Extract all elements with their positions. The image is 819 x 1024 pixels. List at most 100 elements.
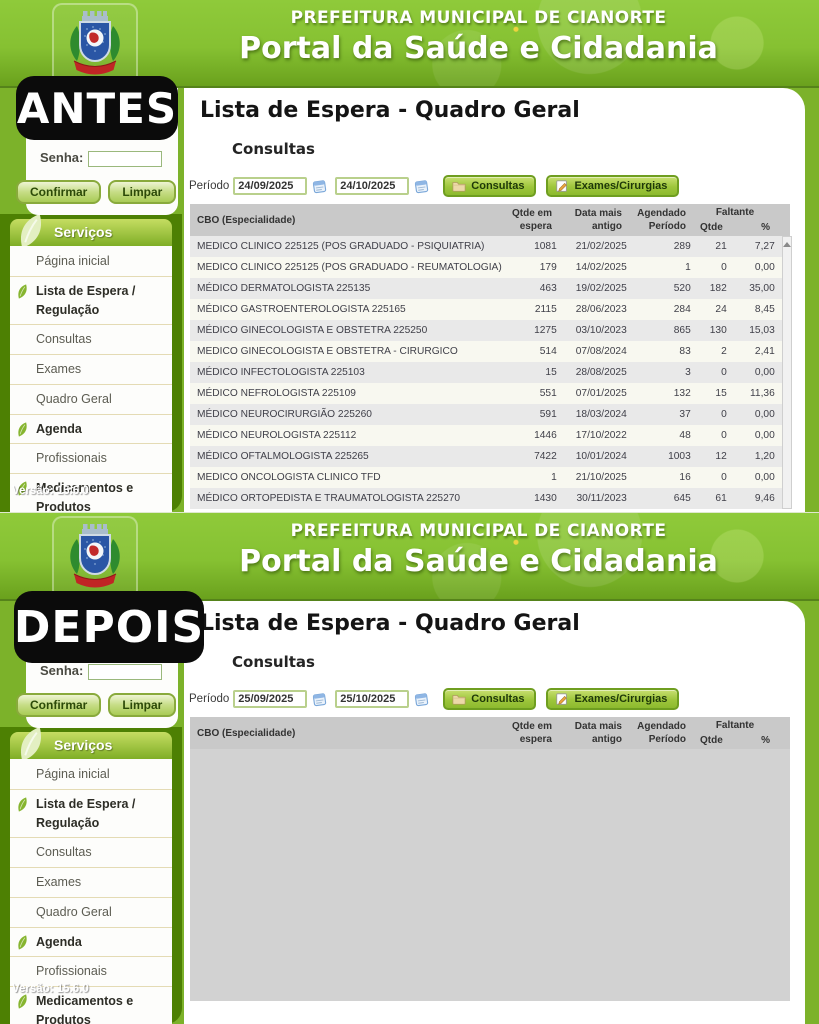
- sidebar-menu: Página inicial Lista de Espera / Regulaç…: [10, 246, 172, 512]
- sidebar-item-label: Medicamentos e Produtos: [36, 481, 134, 512]
- cell-agendado: 645: [673, 493, 691, 504]
- table-row[interactable]: MÉDICO NEUROLOGISTA 225112 1446 17/10/20…: [190, 425, 782, 446]
- limpar-button[interactable]: Limpar: [108, 693, 177, 717]
- edit-document-icon: [555, 179, 569, 193]
- sidebar-item[interactable]: Consultas: [10, 325, 172, 355]
- portal-title: Portal da Saúde e Cidadania: [239, 544, 718, 579]
- period-end-input[interactable]: [335, 177, 410, 195]
- leaf-icon: [13, 933, 32, 952]
- sidebar-item[interactable]: Profissionais: [10, 444, 172, 474]
- sidebar-item[interactable]: Quadro Geral: [10, 898, 172, 928]
- table-row[interactable]: MÉDICO OFTALMOLOGISTA 225265 7422 10/01/…: [190, 446, 782, 467]
- sidebar-item-label: Página inicial: [36, 254, 110, 268]
- table-row[interactable]: MÉDICO DERMATOLOGISTA 225135 463 19/02/2…: [190, 278, 782, 299]
- cell-faltante-qtde: 182: [709, 283, 727, 294]
- cell-faltante-pct: 11,36: [750, 388, 775, 399]
- city-coat-of-arms: [52, 3, 138, 87]
- sidebar-item-label: Consultas: [36, 332, 92, 347]
- sidebar-item[interactable]: Agenda: [10, 928, 172, 958]
- sidebar-item[interactable]: Consultas: [10, 838, 172, 868]
- table-row[interactable]: MÉDICO GASTROENTEROLOGISTA 225165 2115 2…: [190, 299, 782, 320]
- waiting-list-table: CBO (Especialidade) Qtde em espera Data …: [190, 717, 790, 1001]
- exames-cirurgias-button[interactable]: Exames/Cirurgias: [546, 688, 680, 710]
- calendar-icon[interactable]: [311, 178, 328, 195]
- sidebar-item-label: Lista de Espera / Regulação: [36, 283, 136, 317]
- cell-agendado: 132: [673, 388, 691, 399]
- period-end-input[interactable]: [335, 690, 410, 708]
- services-title: Serviços: [54, 224, 113, 240]
- sidebar: Serviços Página inicial Lista de Espera …: [0, 727, 182, 1024]
- sidebar-item-label: Medicamentos e Produtos: [36, 994, 134, 1024]
- sidebar-item-label: Profissionais: [36, 964, 107, 979]
- cell-qtde-espera: 2115: [534, 304, 557, 315]
- exames-cirurgias-button[interactable]: Exames/Cirurgias: [546, 175, 680, 197]
- sidebar-item[interactable]: Profissionais: [10, 957, 172, 987]
- screenshot-depois: PREFEITURA MUNICIPAL DE CIANORTE Portal …: [0, 512, 819, 1024]
- calendar-icon[interactable]: [311, 691, 328, 708]
- cell-cbo: MÉDICO DERMATOLOGISTA 225135: [197, 283, 371, 294]
- table-row[interactable]: MEDICO ONCOLOGISTA CLINICO TFD 1 21/10/2…: [190, 467, 782, 488]
- table-row[interactable]: MÉDICO INFECTOLOGISTA 225103 15 28/08/20…: [190, 362, 782, 383]
- col-qtde-espera: Qtde em espera: [511, 721, 552, 745]
- senha-input[interactable]: [88, 663, 163, 680]
- table-row[interactable]: MEDICO CLINICO 225125 (POS GRADUADO - PS…: [190, 236, 782, 257]
- sidebar-item[interactable]: Quadro Geral: [10, 385, 172, 415]
- cell-cbo: MÉDICO NEUROCIRURGIÃO 225260: [197, 409, 372, 420]
- limpar-button[interactable]: Limpar: [108, 180, 177, 204]
- cell-faltante-qtde: 0: [721, 472, 727, 483]
- confirmar-button[interactable]: Confirmar: [16, 180, 102, 204]
- table-scrollbar[interactable]: [781, 236, 792, 509]
- header-titles: PREFEITURA MUNICIPAL DE CIANORTE Portal …: [150, 0, 807, 66]
- period-start-input[interactable]: [233, 177, 308, 195]
- confirmar-button[interactable]: Confirmar: [16, 693, 102, 717]
- sidebar-item[interactable]: Lista de Espera / Regulação: [10, 790, 172, 839]
- sidebar-item[interactable]: Agenda: [10, 415, 172, 445]
- cell-faltante-qtde: 0: [721, 409, 727, 420]
- table-row[interactable]: MÉDICO GINECOLOGISTA E OBSTETRA 225250 1…: [190, 320, 782, 341]
- cell-data-antigo: 07/01/2025: [575, 388, 627, 399]
- table-empty-area: [190, 749, 790, 1001]
- cell-faltante-qtde: 130: [709, 325, 727, 336]
- prefeitura-title: PREFEITURA MUNICIPAL DE CIANORTE: [290, 521, 667, 541]
- calendar-icon[interactable]: [413, 178, 430, 195]
- cell-faltante-qtde: 61: [715, 493, 727, 504]
- sidebar-item[interactable]: Lista de Espera / Regulação: [10, 277, 172, 326]
- sidebar-item[interactable]: Exames: [10, 355, 172, 385]
- cell-qtde-espera: 551: [539, 388, 557, 399]
- period-start-input[interactable]: [233, 690, 308, 708]
- calendar-icon[interactable]: [413, 691, 430, 708]
- cell-agendado: 16: [679, 472, 691, 483]
- col-cbo: CBO (Especialidade): [197, 727, 296, 739]
- col-faltante: Faltante: [715, 720, 755, 731]
- cell-qtde-espera: 1430: [534, 493, 557, 504]
- cell-agendado: 1: [685, 262, 691, 273]
- scroll-up-button[interactable]: [782, 237, 791, 251]
- leaf-icon: [13, 420, 32, 439]
- senha-input[interactable]: [88, 150, 163, 167]
- cell-faltante-qtde: 24: [715, 304, 727, 315]
- table-row[interactable]: MEDICO GINECOLOGISTA E OBSTETRA - CIRURG…: [190, 341, 782, 362]
- sidebar-item[interactable]: Página inicial: [10, 247, 172, 277]
- consultas-button[interactable]: Consultas: [443, 175, 537, 197]
- sidebar-item[interactable]: Exames: [10, 868, 172, 898]
- consultas-button[interactable]: Consultas: [443, 688, 537, 710]
- sidebar-item-label: Profissionais: [36, 451, 107, 466]
- header-banner: PREFEITURA MUNICIPAL DE CIANORTE Portal …: [0, 513, 819, 601]
- sidebar-item[interactable]: Página inicial: [10, 760, 172, 790]
- table-row[interactable]: MÉDICO NEFROLOGISTA 225109 551 07/01/202…: [190, 383, 782, 404]
- header-scroll-spacer: [777, 204, 790, 236]
- table-row[interactable]: MÉDICO NEUROCIRURGIÃO 225260 591 18/03/2…: [190, 404, 782, 425]
- cell-data-antigo: 17/10/2022: [575, 430, 627, 441]
- sidebar-item[interactable]: Medicamentos e Produtos: [10, 474, 172, 512]
- cell-agendado: 284: [673, 304, 691, 315]
- cell-faltante-qtde: 15: [715, 388, 727, 399]
- table-row[interactable]: MEDICO CLINICO 225125 (POS GRADUADO - RE…: [190, 257, 782, 278]
- col-qtde-espera: Qtde em espera: [511, 208, 552, 232]
- sidebar-item[interactable]: Medicamentos e Produtos: [10, 987, 172, 1024]
- sidebar-item-label: Consultas: [36, 845, 92, 860]
- table-row[interactable]: MÉDICO ORTOPEDISTA E TRAUMATOLOGISTA 225…: [190, 488, 782, 509]
- senha-label: Senha:: [40, 663, 84, 678]
- period-label: Período: [189, 693, 230, 705]
- sidebar-item-label: Exames: [36, 875, 82, 889]
